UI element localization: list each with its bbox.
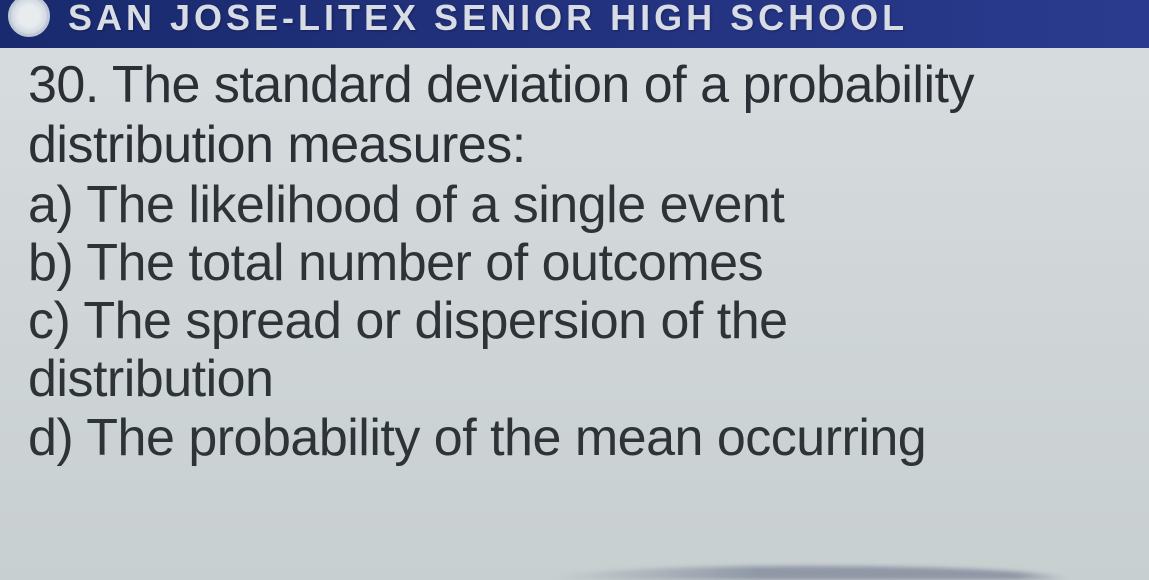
header-bar: SAN JOSE-LITEX SENIOR HIGH SCHOOL [0, 0, 1149, 48]
question-content: 30. The standard deviation of a probabil… [0, 48, 1149, 467]
option-c-text-1: The spread or dispersion of the [83, 292, 787, 350]
bottom-shadow-decoration [549, 566, 1069, 580]
option-d-text: The probability of the mean occurring [86, 409, 926, 467]
school-logo-icon [8, 0, 50, 37]
question-number: 30. [28, 56, 99, 114]
option-c-line2: distribution [28, 350, 1125, 408]
option-a-text: The likelihood of a single event [86, 176, 784, 234]
option-d: d) The probability of the mean occurring [28, 409, 1125, 467]
option-a: a) The likelihood of a single event [28, 176, 1125, 234]
option-c-line1: c) The spread or dispersion of the [28, 292, 1125, 350]
option-d-label: d) [28, 409, 73, 467]
question-text-2: distribution measures: [28, 116, 526, 174]
option-c-text-2: distribution [28, 350, 273, 408]
option-b: b) The total number of outcomes [28, 234, 1125, 292]
school-name: SAN JOSE-LITEX SENIOR HIGH SCHOOL [68, 0, 908, 39]
option-a-label: a) [28, 176, 73, 234]
question-text-1: The standard deviation of a probability [112, 56, 974, 114]
header-text-span: SAN JOSE-LITEX SENIOR HIGH SCHOOL [68, 0, 908, 38]
question-stem-line1: 30. The standard deviation of a probabil… [28, 56, 1125, 116]
option-c-label: c) [28, 292, 70, 350]
question-stem-line2: distribution measures: [28, 116, 1125, 176]
option-b-label: b) [28, 234, 73, 292]
option-b-text: The total number of outcomes [86, 234, 763, 292]
